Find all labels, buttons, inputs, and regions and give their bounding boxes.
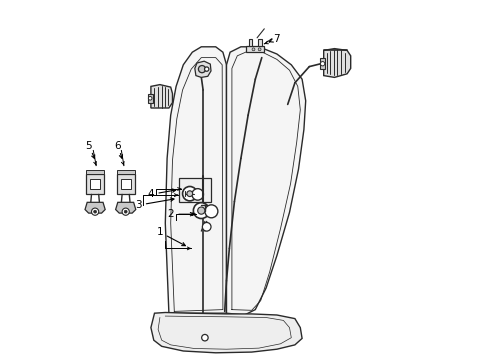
Polygon shape xyxy=(151,85,172,108)
Circle shape xyxy=(124,210,127,213)
Circle shape xyxy=(204,205,218,218)
Circle shape xyxy=(198,66,205,73)
Circle shape xyxy=(186,191,192,197)
Circle shape xyxy=(258,48,261,51)
Bar xyxy=(246,46,264,52)
Text: 1: 1 xyxy=(156,227,163,237)
Text: 4: 4 xyxy=(147,189,154,199)
Circle shape xyxy=(251,48,254,51)
Polygon shape xyxy=(323,49,350,77)
Circle shape xyxy=(201,334,208,341)
Bar xyxy=(179,178,211,202)
Circle shape xyxy=(192,189,203,200)
Bar xyxy=(117,170,134,174)
Bar xyxy=(86,170,104,174)
Text: 2: 2 xyxy=(167,209,174,219)
Bar xyxy=(258,39,261,46)
Circle shape xyxy=(122,208,129,215)
Bar xyxy=(148,94,152,103)
Text: 5: 5 xyxy=(85,141,92,151)
Circle shape xyxy=(197,207,204,214)
Text: 7: 7 xyxy=(273,34,280,44)
Circle shape xyxy=(182,186,197,201)
Polygon shape xyxy=(85,202,105,213)
Polygon shape xyxy=(226,47,305,315)
Circle shape xyxy=(202,222,211,231)
Bar xyxy=(117,174,134,194)
Polygon shape xyxy=(115,202,136,213)
Polygon shape xyxy=(194,61,211,77)
Circle shape xyxy=(204,67,208,71)
Circle shape xyxy=(193,203,209,219)
Bar xyxy=(320,58,325,69)
Bar xyxy=(86,174,104,194)
Bar xyxy=(90,179,100,189)
Polygon shape xyxy=(151,312,302,353)
Bar xyxy=(121,179,130,189)
Polygon shape xyxy=(165,47,226,313)
Bar xyxy=(248,39,252,46)
Circle shape xyxy=(320,62,324,66)
Circle shape xyxy=(94,210,96,213)
Text: 3: 3 xyxy=(135,200,142,210)
Text: 6: 6 xyxy=(114,141,121,151)
Circle shape xyxy=(148,96,152,100)
Circle shape xyxy=(91,208,99,215)
